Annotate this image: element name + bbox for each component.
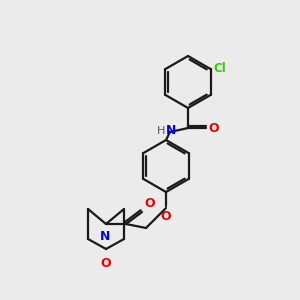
Text: O: O <box>161 210 171 223</box>
Text: N: N <box>166 124 176 137</box>
Text: Cl: Cl <box>214 61 226 74</box>
Text: O: O <box>144 197 154 210</box>
Text: H: H <box>157 126 165 136</box>
Text: O: O <box>208 122 219 134</box>
Text: N: N <box>100 230 110 243</box>
Text: O: O <box>101 257 111 270</box>
